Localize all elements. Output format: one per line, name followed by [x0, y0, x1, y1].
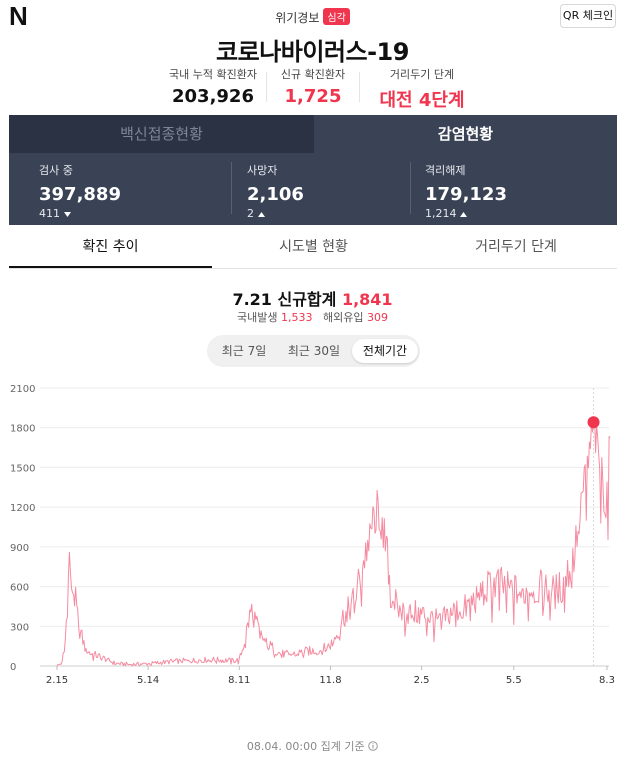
- stat-divider: [231, 162, 232, 214]
- x-tick-label: 2.5: [414, 675, 430, 686]
- stat-released-value: 179,123: [425, 184, 507, 205]
- y-tick-label: 1800: [10, 424, 35, 435]
- kpi-new-label: 신규 확진환자: [280, 68, 346, 81]
- alert-level-row: 위기경보 심각: [0, 8, 625, 26]
- summary-total: 1,841: [341, 290, 393, 309]
- tab-distancing[interactable]: 거리두기 단계: [475, 239, 557, 255]
- alert-label: 위기경보: [275, 11, 320, 25]
- kpi-cumulative: 국내 누적 확진환자 203,926: [160, 66, 266, 107]
- qr-checkin-button[interactable]: QR 체크인: [560, 4, 616, 28]
- domestic-label: 국내발생: [237, 311, 278, 324]
- overseas-value: 309: [366, 311, 388, 324]
- daily-breakdown: 국내발생 1,533 해외유입 309: [0, 309, 625, 325]
- stat-deaths-value: 2,106: [247, 184, 304, 205]
- footer-note: 08.04. 00:00 집계 기준: [0, 738, 625, 754]
- period-30days-button[interactable]: 최근 30일: [287, 344, 341, 358]
- domestic-value: 1,533: [281, 311, 313, 324]
- info-icon[interactable]: [368, 741, 378, 751]
- y-tick-label: 0: [10, 662, 16, 673]
- summary-date-label: 7.21 신규합계: [232, 290, 337, 309]
- y-tick-label: 1200: [10, 503, 35, 514]
- tab-regions[interactable]: 시도별 현황: [279, 239, 348, 255]
- tab-trend[interactable]: 확진 추이: [9, 226, 212, 268]
- series-line: [56, 418, 611, 667]
- alert-level-badge: 심각: [323, 8, 350, 25]
- period-all-button[interactable]: 전체기간: [352, 339, 418, 363]
- stat-released: 격리해제 179,123 1,214: [425, 162, 507, 220]
- y-tick-label: 300: [10, 622, 29, 633]
- tab-infection[interactable]: 감염현황: [314, 115, 617, 153]
- period-selector: 최근 7일 최근 30일 전체기간: [207, 335, 420, 367]
- x-tick-label: 8.3: [599, 675, 615, 686]
- daily-summary: 7.21 신규합계 1,841: [0, 286, 625, 310]
- kpi-cumulative-value: 203,926: [172, 86, 254, 107]
- tab-vaccination[interactable]: 백신접종현황: [9, 115, 314, 153]
- stat-testing-value: 397,889: [39, 184, 121, 205]
- page-title: 코로나바이러스-19: [216, 38, 409, 66]
- y-tick-label: 2100: [10, 384, 35, 395]
- x-tick-label: 8.11: [228, 675, 250, 686]
- y-tick-label: 1500: [10, 463, 35, 474]
- kpi-new-value: 1,725: [284, 86, 342, 107]
- arrow-down-icon: [63, 212, 71, 217]
- x-tick-label: 5.14: [137, 675, 159, 686]
- stat-deaths-label: 사망자: [247, 164, 278, 177]
- kpi-distancing: 거리두기 단계 대전 4단계: [364, 66, 480, 112]
- kpi-divider: [359, 72, 360, 102]
- kpi-distancing-value: 대전 4단계: [379, 90, 465, 111]
- kpi-divider: [266, 72, 267, 102]
- kpi-distancing-label: 거리두기 단계: [389, 68, 455, 81]
- trend-chart[interactable]: 0 300 600 900 1200 1500 1800 2100 2.15 5.14 8.11 1…: [0, 375, 625, 695]
- stat-testing: 검사 중 397,889 411: [39, 162, 121, 220]
- stat-testing-label: 검사 중: [39, 164, 73, 177]
- x-tick-label: 5.5: [506, 675, 522, 686]
- arrow-up-icon: [460, 212, 467, 217]
- stat-testing-delta: 411: [39, 207, 121, 220]
- stat-deaths: 사망자 2,106 2: [247, 162, 304, 220]
- status-panel: 백신접종현황 감염현황 검사 중 397,889 411 사망자 2,106 2…: [9, 115, 617, 225]
- stat-deaths-delta: 2: [247, 207, 304, 220]
- x-tick-label: 2.15: [46, 675, 68, 686]
- content-tabs: 확진 추이 시도별 현황 거리두기 단계: [9, 226, 617, 269]
- kpi-new: 신규 확진환자 1,725: [268, 66, 358, 107]
- y-tick-label: 600: [10, 583, 29, 594]
- stat-released-label: 격리해제: [425, 164, 466, 177]
- period-7days-button[interactable]: 최근 7일: [221, 344, 267, 358]
- overseas-label: 해외유입: [323, 311, 364, 324]
- x-tick-label: 11.8: [319, 675, 341, 686]
- arrow-up-icon: [257, 212, 265, 217]
- highlight-point[interactable]: [587, 416, 600, 429]
- stat-divider: [410, 162, 411, 214]
- y-tick-label: 900: [10, 543, 29, 554]
- footer-text: 08.04. 00:00 집계 기준: [246, 740, 365, 753]
- kpi-cumulative-label: 국내 누적 확진환자: [169, 68, 257, 81]
- stat-released-delta: 1,214: [425, 207, 507, 220]
- naver-logo[interactable]: N: [9, 1, 28, 31]
